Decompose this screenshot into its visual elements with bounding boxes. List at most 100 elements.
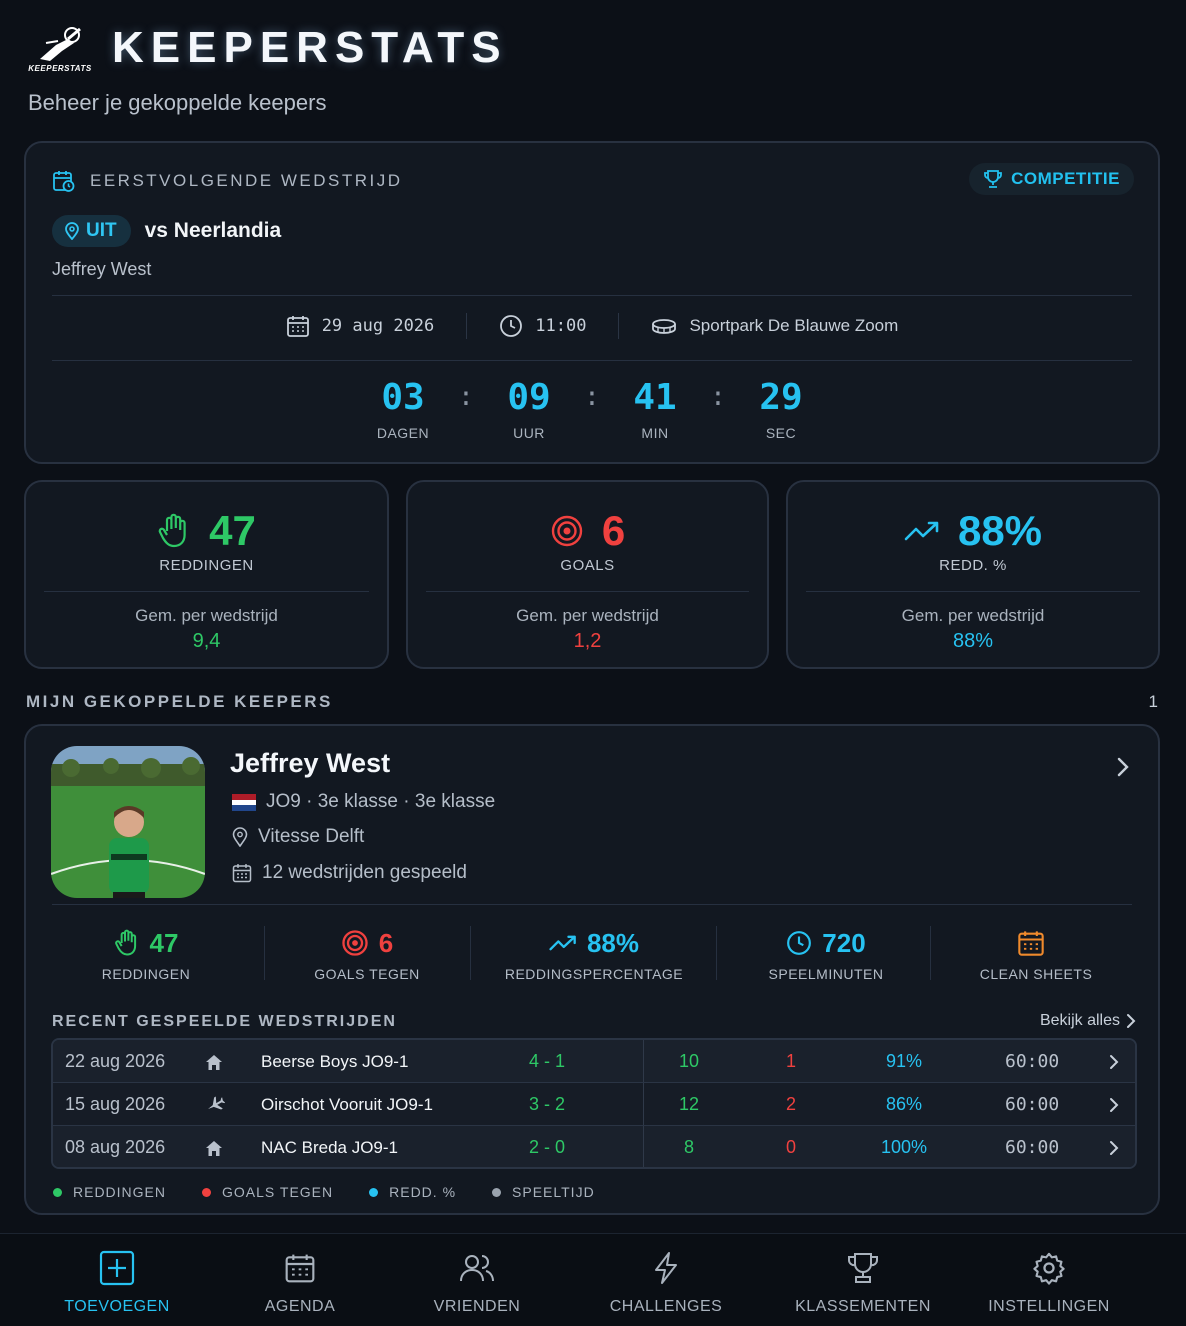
match-opponent: NAC Breda JO9-1 [261,1138,398,1157]
plane-icon [205,1083,226,1126]
trend-up-icon [549,935,576,951]
away-tag: UIT [52,215,131,247]
match-time: 11:00 [499,314,586,338]
divider [44,591,369,592]
keeper-stat-label: SPEELMINUTEN [768,966,884,982]
match-score: 4 - 1 [529,1051,566,1071]
competition-label: COMPETITIE [1011,169,1120,188]
match-goals: 1 [785,1051,796,1071]
saves-summary-card[interactable]: 47 REDDINGEN Gem. per wedstrijd 9,4 [24,480,389,669]
competition-badge[interactable]: COMPETITIE [969,163,1134,195]
divider [426,591,749,592]
keeper-stat-clean-sheets: CLEAN SHEETS [956,926,1116,982]
table-row[interactable]: 08 aug 2026 NAC Breda JO9-1 2 - 0 8 0 10… [53,1126,1135,1167]
goals-summary-card[interactable]: 6 GOALS Gem. per wedstrijd 1,2 [406,480,769,669]
countdown-value: 03 [381,377,425,418]
keepers-count: 1 [1148,692,1158,711]
recent-matches-table: 22 aug 2026 Beerse Boys JO9-1 4 - 1 10 1… [51,1038,1137,1169]
keeper-card[interactable]: Jeffrey West JO9 · 3e klasse · 3e klasse… [24,724,1160,1215]
chevron-right-icon [1127,1014,1136,1028]
goals-label: GOALS [560,557,615,574]
gear-icon [1033,1252,1065,1285]
view-all-link[interactable]: Bekijk alles [1040,1012,1136,1030]
stat-separator [930,926,931,980]
next-match-heading: EERSTVOLGENDE WEDSTRIJD [90,171,403,190]
keeper-club-text: Vitesse Delft [258,826,365,847]
nav-item-agenda[interactable]: AGENDA [210,1250,390,1316]
app-header: KEEPERSTATS KEEPERSTATS [28,20,508,76]
match-venue: Sportpark De Blauwe Zoom [651,316,898,336]
calendar-clock-icon [53,171,75,192]
stadium-icon [652,319,677,334]
target-icon [342,930,368,956]
next-match-header: EERSTVOLGENDE WEDSTRIJD [52,169,403,193]
keeper-team-text: JO9 · 3e klasse · 3e klasse [266,791,496,812]
hand-icon [158,513,186,548]
match-date-text: 29 aug 2026 [321,316,435,336]
nav-item-klassementen[interactable]: KLASSEMENTEN [773,1250,953,1316]
countdown-label: MIN [641,425,669,441]
calendar-icon [285,1254,315,1283]
keeper-stat-value: 88% [586,927,640,958]
countdown-value: 09 [507,377,551,418]
saves-total: 47 [209,507,256,554]
countdown-label: SEC [765,425,797,441]
next-match-player: Jeffrey West [52,259,152,279]
match-goals: 0 [785,1137,796,1157]
keeper-club-line: Vitesse Delft [232,826,364,848]
clock-icon [787,931,812,955]
keeper-photo [51,746,205,898]
match-venue-text: Sportpark De Blauwe Zoom [689,316,899,335]
chevron-right-icon [1109,1126,1119,1167]
nav-item-toevoegen[interactable]: TOEVOEGEN [27,1250,207,1316]
match-save-pct: 91% [885,1051,923,1071]
chevron-right-icon [1109,1083,1119,1126]
countdown-value: 29 [759,377,803,418]
countdown: 03 DAGEN : 09 UUR : 41 MIN : 29 SEC [26,375,1158,441]
match-opponent: Oirschot Vooruit JO9-1 [261,1095,433,1114]
legend-item: REDD. % [369,1184,456,1200]
nav-item-vrienden[interactable]: VRIENDEN [387,1250,567,1316]
countdown-label: UUR [513,425,545,441]
chevron-right-icon [1109,1040,1119,1083]
save-pct-avg-label: Gem. per wedstrijd [901,606,1045,625]
table-row[interactable]: 15 aug 2026 Oirschot Vooruit JO9-1 3 - 2… [53,1083,1135,1126]
table-row[interactable]: 22 aug 2026 Beerse Boys JO9-1 4 - 1 10 1… [53,1040,1135,1083]
next-match-card[interactable]: EERSTVOLGENDE WEDSTRIJD COMPETITIE UIT v… [24,141,1160,464]
keeper-stat-value: 47 [149,927,179,958]
location-pin-icon [232,827,248,847]
divider [806,591,1140,592]
save-pct-label: REDD. % [939,557,1007,574]
info-separator [618,313,620,339]
row-divider [53,1082,1135,1083]
stat-separator [470,926,471,980]
legend-dot [492,1187,502,1197]
away-tag-label: UIT [86,220,117,241]
nav-item-instellingen[interactable]: INSTELLINGEN [959,1250,1139,1316]
legend-label: REDD. % [389,1184,457,1200]
match-save-pct: 100% [880,1137,928,1157]
keepers-section-title: MIJN GEKOPPELDE KEEPERS [26,692,333,711]
divider [52,904,1132,905]
save-pct-summary-card[interactable]: 88% REDD. % Gem. per wedstrijd 88% [786,480,1160,669]
match-date: 22 aug 2026 [65,1051,166,1071]
nav-label: AGENDA [264,1298,336,1315]
logo-text: KEEPERSTATS [28,64,92,73]
countdown-days: 03 DAGEN [357,375,449,441]
calendar-icon [1018,931,1044,956]
keeper-open-chevron-icon[interactable] [1116,756,1130,783]
nav-item-challenges[interactable]: CHALLENGES [576,1250,756,1316]
saves-label: REDDINGEN [159,557,254,574]
keeper-stat-label: REDDINGEN [101,966,191,982]
countdown-colon: : [710,382,726,412]
trophy-icon [848,1253,878,1283]
calendar-icon [286,316,309,337]
keeper-stat-save-pct: 88% REDDINGSPERCENTAGE [494,926,694,983]
goalkeeper-logo-icon [40,27,81,61]
countdown-hours: 09 UUR [483,375,575,441]
legend-dot [53,1187,62,1197]
divider [52,360,1132,361]
countdown-colon: : [584,382,600,412]
keeper-stat-label: GOALS TEGEN [314,966,420,982]
saves-avg-value: 9,4 [192,630,221,652]
